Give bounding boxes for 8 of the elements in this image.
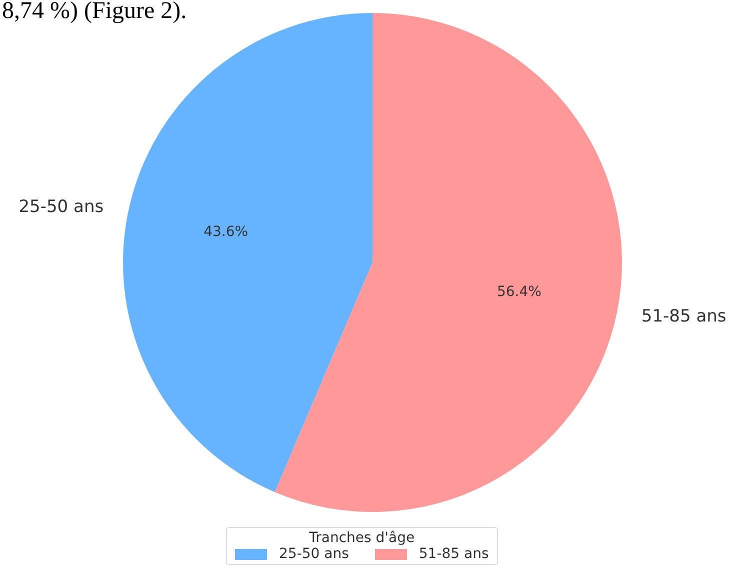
legend-title: Tranches d'âge — [308, 530, 416, 546]
legend-label: 51-85 ans — [418, 546, 489, 562]
legend-label: 25-50 ans — [279, 546, 349, 562]
data-label: 43.6% — [204, 224, 248, 240]
text: 8,74 %) (Figure 2). — [2, 0, 187, 25]
data-label: 56.4% — [496, 284, 542, 300]
slice-label: 25-50 ans — [18, 197, 104, 218]
slice-label: 51-85 ans — [641, 306, 726, 327]
